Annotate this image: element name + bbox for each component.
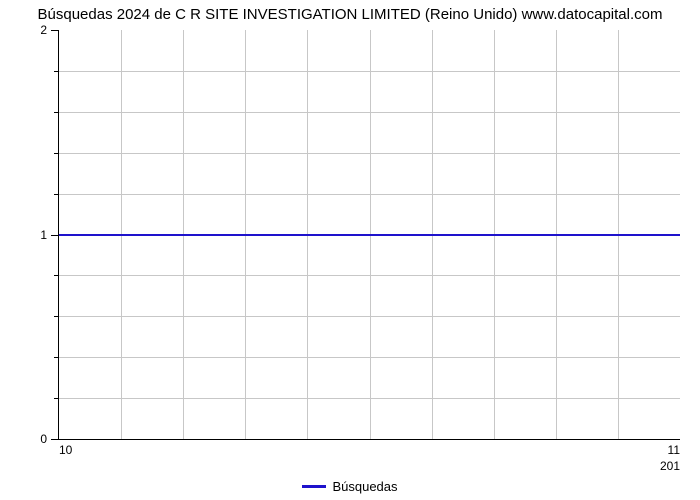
y-tick-minor	[54, 194, 59, 195]
y-tick-minor	[54, 275, 59, 276]
legend: Búsquedas	[0, 478, 700, 494]
y-tick-minor	[54, 71, 59, 72]
legend-label: Búsquedas	[332, 479, 397, 494]
y-tick-label: 1	[40, 228, 47, 242]
y-tick-minor	[54, 112, 59, 113]
plot-area: 0121011201	[58, 30, 680, 440]
x-secondary-label: 201	[660, 459, 680, 473]
legend-swatch	[302, 485, 326, 488]
x-tick-label: 10	[59, 443, 72, 457]
y-tick-minor	[54, 153, 59, 154]
y-tick-major	[51, 30, 59, 31]
x-tick-label: 11	[668, 443, 680, 457]
y-tick-label: 2	[40, 23, 47, 37]
y-tick-major	[51, 439, 59, 440]
y-tick-minor	[54, 316, 59, 317]
y-tick-major	[51, 235, 59, 236]
y-tick-label: 0	[40, 432, 47, 446]
series-line	[59, 234, 680, 236]
chart-title: Búsquedas 2024 de C R SITE INVESTIGATION…	[0, 6, 700, 23]
y-tick-minor	[54, 398, 59, 399]
y-tick-minor	[54, 357, 59, 358]
plot-container: 0121011201	[58, 30, 680, 440]
